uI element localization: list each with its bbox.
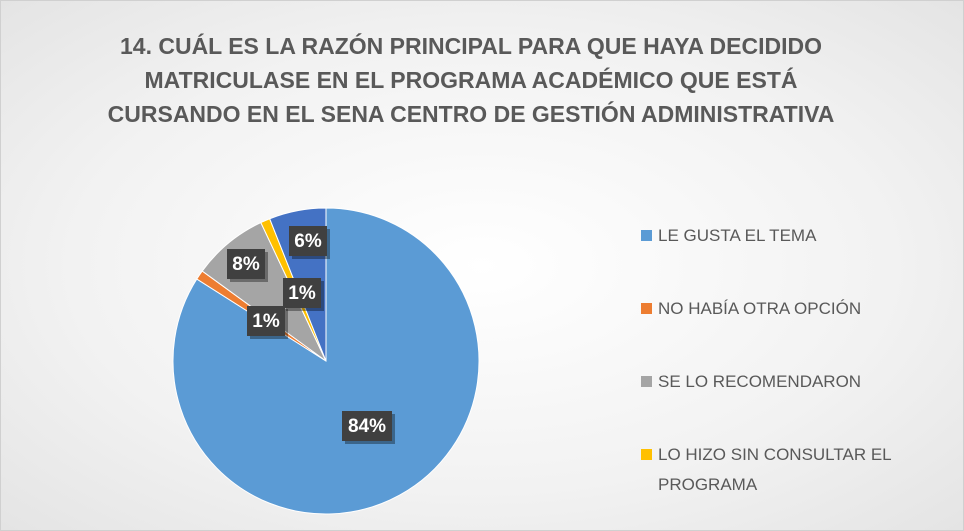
data-label-box [283,278,321,308]
legend-swatch [641,449,652,460]
data-label: 1% [252,311,280,332]
data-label: 84% [348,416,386,437]
legend-item: SE LO RECOMENDARON [641,367,961,440]
legend-label: NO HABÍA OTRA OPCIÓN [658,299,862,318]
legend-label: LO HIZO SIN CONSULTAR EL PROGRAMA [658,445,892,494]
legend-item: LO HIZO SIN CONSULTAR EL PROGRAMA [641,440,961,513]
data-label-box [247,306,285,336]
data-label-box [289,226,327,256]
data-label-box [227,249,265,279]
data-label: 6% [294,231,322,252]
legend-swatch [641,230,652,241]
legend-label: LE GUSTA EL TEMA [658,226,817,245]
chart-title: 14. CUÁL ES LA RAZÓN PRINCIPAL PARA QUE … [107,33,835,127]
legend-label: SE LO RECOMENDARON [658,372,862,391]
legend-swatch [641,376,652,387]
legend-swatch [641,303,652,314]
data-label: 1% [288,283,316,304]
data-label-box [342,411,392,441]
data-label: 8% [232,254,260,275]
legend-item: NO HABÍA OTRA OPCIÓN [641,294,961,367]
legend-item: LE GUSTA EL TEMA [641,221,961,294]
legend: LE GUSTA EL TEMA NO HABÍA OTRA OPCIÓN SE L… [641,221,961,513]
